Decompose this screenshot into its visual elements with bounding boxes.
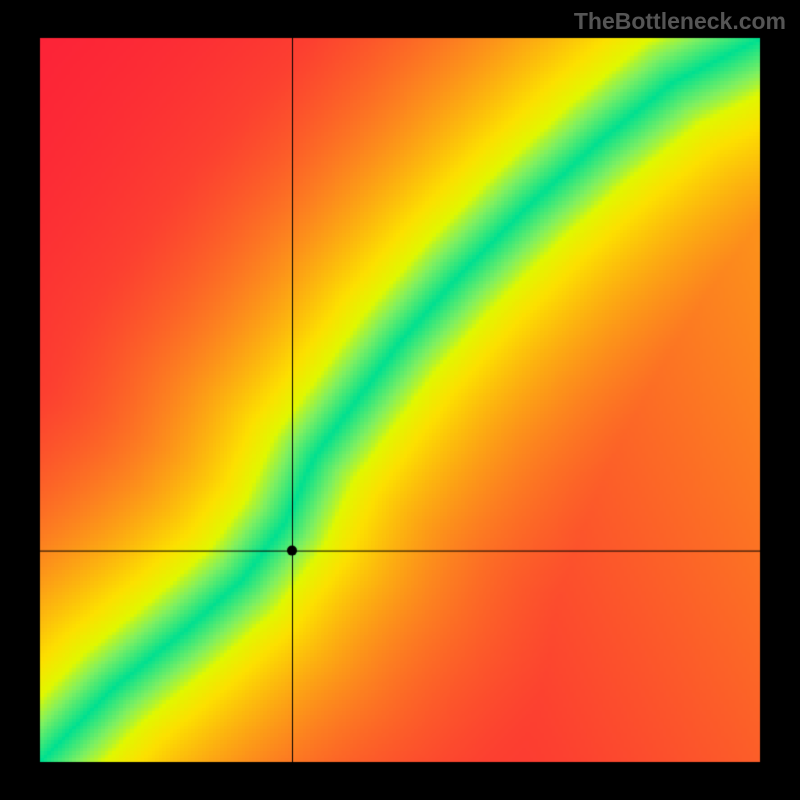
heatmap-canvas (0, 0, 800, 800)
watermark-text: TheBottleneck.com (574, 8, 786, 35)
chart-container: TheBottleneck.com (0, 0, 800, 800)
